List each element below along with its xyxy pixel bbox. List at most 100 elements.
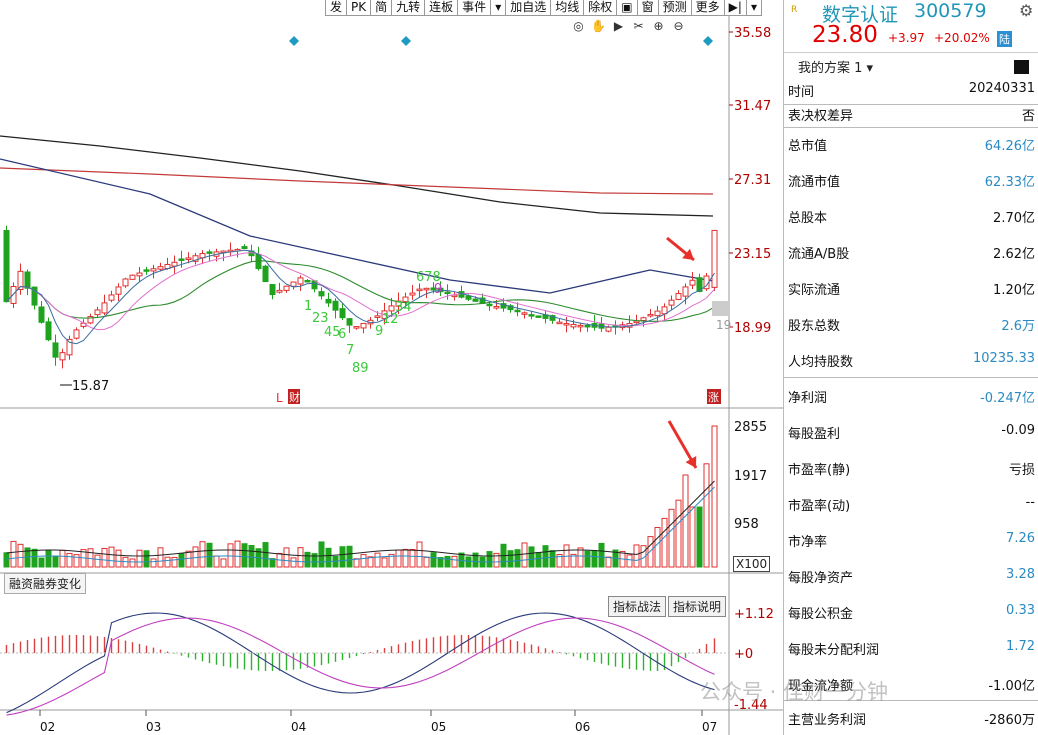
volume-bar: [584, 550, 591, 568]
volume-bar: [311, 553, 318, 568]
volume-bar: [682, 474, 689, 568]
candle-body: [633, 320, 640, 324]
candle-body: [409, 292, 416, 296]
fund-label: 实际流通: [788, 283, 841, 298]
candle-body: [423, 287, 430, 291]
toolbar-button-3[interactable]: 九转: [391, 0, 426, 16]
volume-bar: [493, 552, 500, 568]
fund-row: 人均持股数 10235.33: [784, 342, 1038, 378]
candle-body: [101, 302, 108, 314]
candle-body: [73, 329, 80, 339]
candle-body: [290, 281, 297, 287]
price-change-percent: +20.02%: [934, 31, 990, 45]
volume-bar: [430, 552, 437, 568]
price-tag: [712, 301, 729, 316]
volume-bar: [521, 542, 528, 568]
kline-chart[interactable]: 35.5831.4727.3123.1518.9928551917958+1.1…: [0, 16, 783, 735]
fund-label: 人均持股数: [788, 355, 854, 370]
candle-body: [66, 338, 73, 356]
candle-body: [711, 229, 718, 288]
color-swatch[interactable]: [1014, 60, 1029, 74]
toolbar-button-8[interactable]: 均线: [550, 0, 585, 16]
indicator-help-button[interactable]: 指标说明: [668, 596, 727, 617]
volume-bar: [654, 527, 661, 568]
volume-bar: [3, 552, 10, 568]
candle-body: [346, 318, 353, 326]
ma10-line: [6, 252, 715, 331]
volume-bar: [31, 548, 38, 568]
toolbar-button-15[interactable]: ▾: [745, 0, 762, 16]
volume-bar: [472, 552, 479, 568]
candle-body: [682, 286, 689, 297]
volume-unit-label: X100: [733, 556, 771, 572]
connect-badge[interactable]: 陆: [997, 31, 1012, 47]
volume-bar: [52, 555, 59, 568]
volume-bar: [570, 553, 577, 568]
eye-icon[interactable]: ◎: [573, 19, 584, 33]
candle-body: [87, 316, 94, 324]
fund-row: 总市值 64.26亿: [784, 126, 1038, 162]
fund-row: 市盈率(动) --: [784, 486, 1038, 522]
volume-bar: [325, 547, 332, 568]
toolbar-button-10[interactable]: ▣: [616, 0, 638, 16]
toolbar-button-14[interactable]: ▶|: [723, 0, 747, 16]
gear-icon[interactable]: ⚙: [1019, 1, 1034, 20]
volume-bar: [423, 556, 430, 568]
hand-icon[interactable]: ✋: [591, 19, 606, 33]
price-axis-label: 35.58: [734, 26, 771, 41]
toolbar-button-1[interactable]: PK: [346, 0, 372, 16]
macd-axis-label: +0: [734, 647, 753, 662]
toolbar-button-0[interactable]: 发: [325, 0, 348, 16]
volume-bar: [535, 552, 542, 568]
volume-bar: [360, 554, 367, 568]
macd-axis-label: +1.12: [734, 607, 774, 622]
volume-bar: [444, 555, 451, 568]
fund-value: 2.70亿: [993, 211, 1035, 226]
fund-value: 否: [1021, 109, 1035, 124]
candle-body: [528, 314, 535, 317]
candle-body: [304, 279, 311, 283]
toolbar-button-5[interactable]: 事件: [457, 0, 492, 16]
zhang-marker: 涨: [708, 391, 719, 404]
volume-bar: [115, 549, 122, 568]
ma250-line: [0, 135, 714, 217]
candle-body: [52, 342, 59, 358]
fund-row: 表决权差异 否: [784, 104, 1038, 140]
candle-body: [31, 286, 38, 306]
toolbar-button-7[interactable]: 加自选: [505, 0, 552, 16]
toolbar-button-2[interactable]: 简: [370, 0, 393, 16]
minus-circle-icon[interactable]: ⊖: [673, 19, 684, 33]
toolbar-button-6[interactable]: ▾: [490, 0, 507, 16]
indicator-strategy-button[interactable]: 指标战法: [608, 596, 667, 617]
chart-area[interactable]: 35.58 31.47 27.31 23.15 18.99 2855 1917 958 +1.1…: [0, 16, 783, 735]
fund-row: 每股公积金 0.33: [784, 594, 1038, 630]
volume-bar: [290, 557, 297, 568]
volume-bar: [234, 540, 241, 568]
toolbar-button-4[interactable]: 连板: [424, 0, 459, 16]
toolbar-button-9[interactable]: 除权: [583, 0, 618, 16]
nine-turn-label: 678: [416, 270, 441, 285]
volume-bar: [248, 544, 255, 568]
toolbar-button-13[interactable]: 更多: [690, 0, 725, 16]
nine-turn-label: 45: [324, 325, 341, 340]
indicator-tab-margin[interactable]: 融资融券变化: [4, 573, 87, 594]
volume-bar: [318, 541, 325, 568]
plan-dropdown[interactable]: 我的方案 1 ▾: [798, 61, 874, 76]
candle-body: [318, 291, 325, 297]
toolbar-button-11[interactable]: 窗: [636, 0, 659, 16]
fund-label: 每股未分配利润: [788, 643, 880, 658]
cai-marker-bg: [288, 389, 300, 404]
plus-circle-icon[interactable]: ⊕: [653, 19, 664, 33]
nine-turn-label: 9: [375, 324, 383, 339]
macd-dif-line: [6, 612, 715, 714]
fund-value: -0.247亿: [980, 391, 1035, 406]
chart-toolbar: 发 PK 简九转 连板 事件 ▾ 加自选 均线 除权 ▣ 窗预测 更多 ▶| ▾: [325, 0, 762, 16]
fund-value: -0.09: [1001, 423, 1035, 438]
candle-body: [157, 266, 164, 270]
play-icon[interactable]: ▶: [613, 19, 624, 33]
toolbar-button-12[interactable]: 预测: [657, 0, 692, 16]
scissors-icon[interactable]: ✂: [633, 19, 644, 33]
watermark: 公众号 · 佳财一分钟: [700, 680, 889, 704]
candle-body: [689, 279, 696, 286]
candle-body: [507, 305, 514, 311]
